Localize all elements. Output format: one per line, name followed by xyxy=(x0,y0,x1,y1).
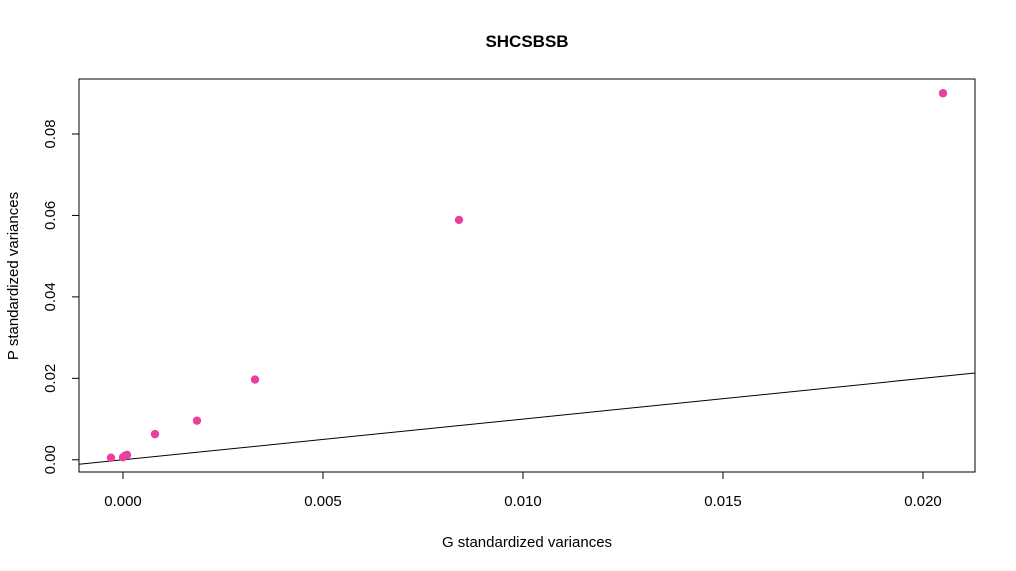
x-axis: 0.000 0.005 0.010 0.015 0.020 xyxy=(104,472,942,510)
data-point xyxy=(250,375,260,384)
chart-title: SHCSBSB xyxy=(485,32,568,51)
y-axis: 0.00 0.02 0.04 0.06 0.08 xyxy=(42,119,79,474)
data-point xyxy=(454,215,464,225)
data-point xyxy=(192,416,202,425)
x-tick-label: 0.020 xyxy=(904,493,942,510)
data-point xyxy=(106,453,116,462)
reference-line xyxy=(79,372,975,465)
plot-frame xyxy=(78,78,976,473)
y-tick-label: 0.06 xyxy=(42,201,59,230)
y-axis-label: P standardized variances xyxy=(5,192,22,360)
x-axis-label: G standardized variances xyxy=(442,534,612,551)
y-tick-label: 0.08 xyxy=(42,119,59,148)
x-tick-label: 0.015 xyxy=(704,493,742,510)
x-tick-label: 0.010 xyxy=(504,493,542,510)
reference-line-layer xyxy=(79,372,975,465)
y-tick-label: 0.00 xyxy=(42,445,59,474)
x-tick-label: 0.005 xyxy=(304,493,342,510)
x-tick-label: 0.000 xyxy=(104,493,142,510)
y-tick-label: 0.04 xyxy=(42,282,59,311)
data-point xyxy=(938,89,948,98)
y-tick-label: 0.02 xyxy=(42,364,59,393)
data-point xyxy=(122,450,132,460)
data-point xyxy=(150,429,160,439)
data-points xyxy=(106,89,948,462)
